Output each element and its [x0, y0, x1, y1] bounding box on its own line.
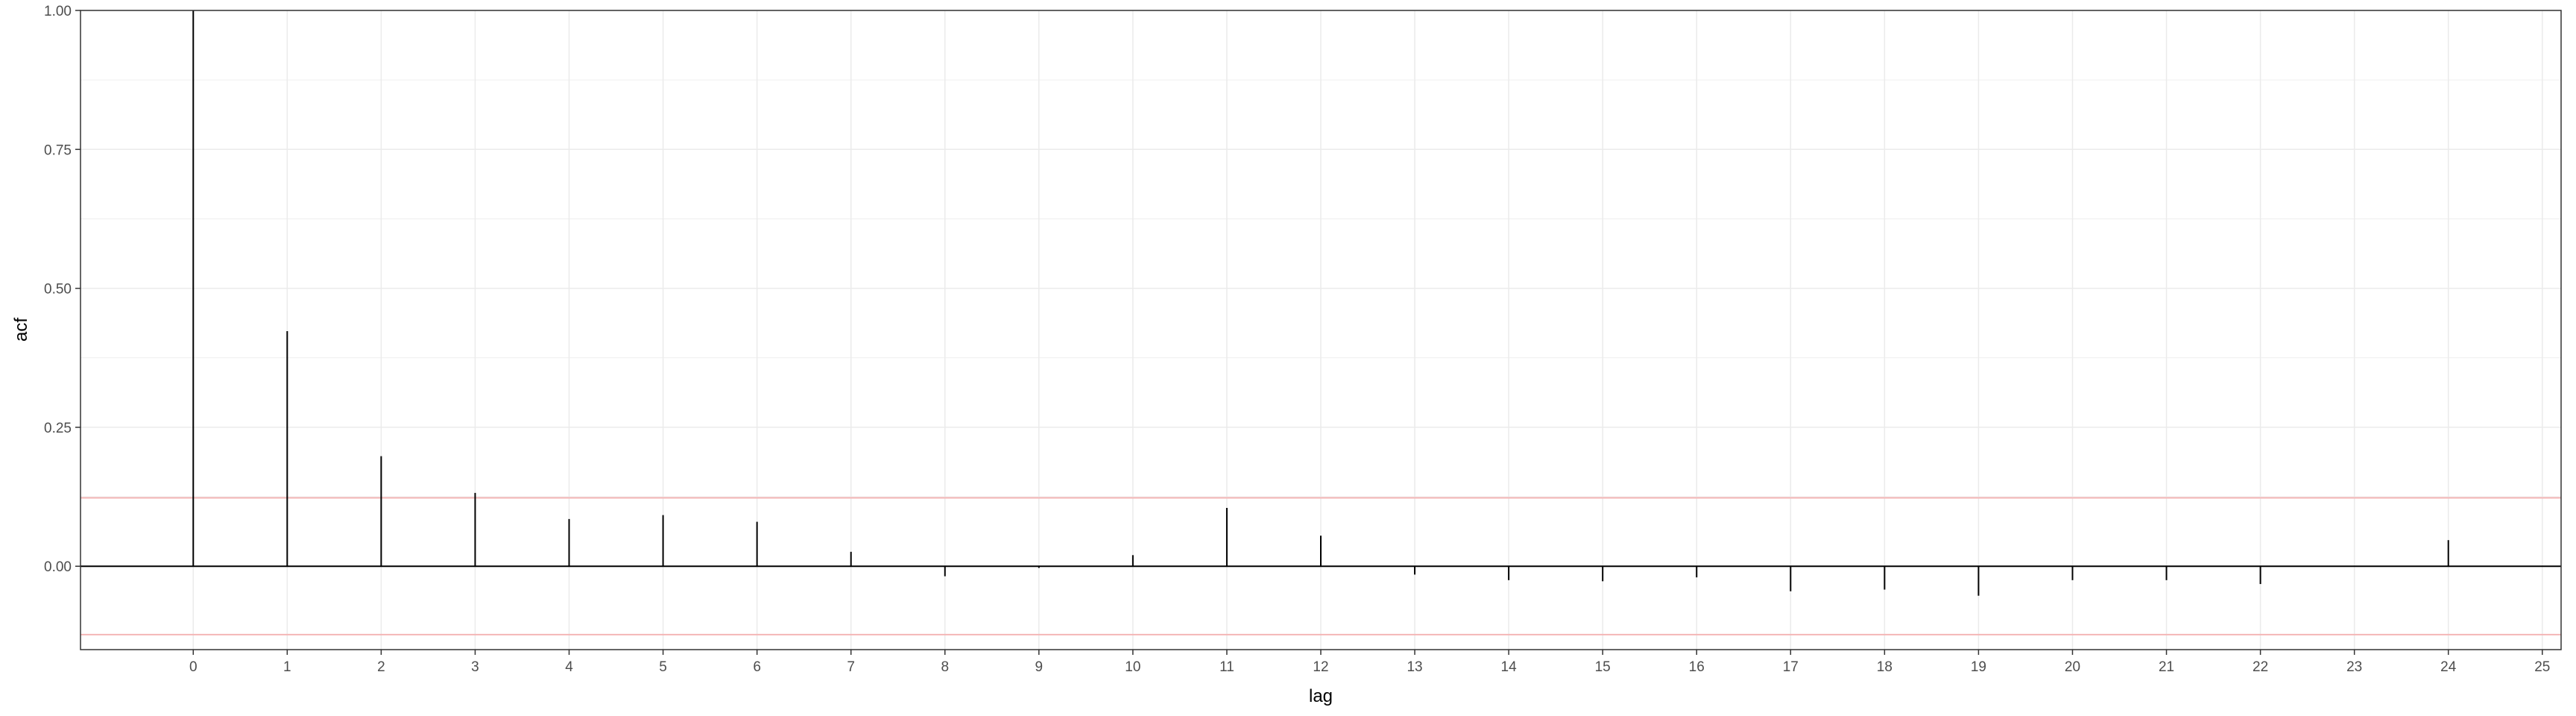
x-tick-label: 19: [1971, 659, 1986, 675]
x-tick-label: 4: [565, 659, 573, 675]
confidence-lines: [80, 497, 2561, 635]
x-tick-label: 22: [2253, 659, 2268, 675]
x-tick-label: 21: [2159, 659, 2174, 675]
acf-bars: [192, 10, 2449, 596]
x-tick-label: 12: [1313, 659, 1328, 675]
x-tick-label: 14: [1501, 659, 1518, 675]
x-tick-label: 11: [1219, 659, 1234, 675]
y-axis: 0.00 0.25 0.50 0.75 1.00: [44, 4, 80, 575]
x-axis-title: lag: [1309, 686, 1333, 706]
grid-lines: [80, 10, 2561, 650]
x-tick-label: 25: [2534, 659, 2550, 675]
x-tick-label: 13: [1407, 659, 1422, 675]
y-tick-label: 1.00: [44, 4, 72, 19]
x-tick-label: 2: [377, 659, 385, 675]
x-tick-label: 3: [471, 659, 479, 675]
x-tick-label: 17: [1783, 659, 1799, 675]
y-tick-label: 0.25: [44, 421, 72, 436]
x-tick-label: 10: [1125, 659, 1140, 675]
y-tick-label: 0.75: [44, 142, 72, 158]
x-tick-label: 5: [659, 659, 667, 675]
x-tick-label: 23: [2346, 659, 2362, 675]
y-axis-title: acf: [11, 318, 31, 342]
x-tick-label: 0: [189, 659, 198, 675]
y-tick-label: 0.00: [44, 559, 72, 575]
x-tick-label: 9: [1035, 659, 1044, 675]
x-tick-label: 8: [941, 659, 949, 675]
x-tick-label: 15: [1595, 659, 1611, 675]
x-axis: 0 1 2 3 4 5 6 7 8 9 10 11 12 13 14 15 16 17 18 19 20 21 22 23 24…: [189, 650, 2550, 675]
y-tick-label: 0.50: [44, 282, 72, 298]
x-tick-label: 16: [1689, 659, 1705, 675]
x-tick-label: 20: [2065, 659, 2080, 675]
x-tick-label: 24: [2440, 659, 2457, 675]
x-tick-label: 18: [1877, 659, 1892, 675]
x-tick-label: 7: [847, 659, 855, 675]
x-tick-label: 6: [753, 659, 761, 675]
x-tick-label: 1: [283, 659, 291, 675]
